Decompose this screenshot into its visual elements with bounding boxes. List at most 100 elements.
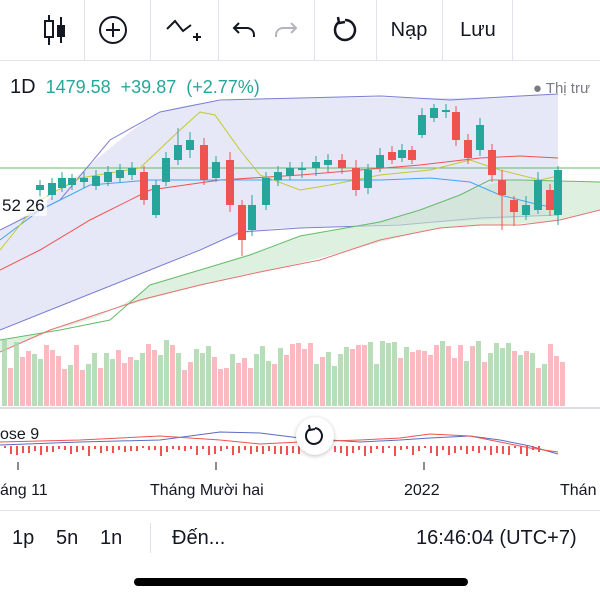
clock-timezone[interactable]: 16:46:04 (UTC+7) xyxy=(416,527,577,549)
histogram-bar xyxy=(244,446,246,450)
volume-bar xyxy=(500,348,505,406)
histogram-bar xyxy=(88,446,90,456)
volume-bar xyxy=(512,351,517,406)
time-axis[interactable]: áng 11 Tháng Mười hai 2022 Thán xyxy=(0,472,600,508)
goto-date-button[interactable]: Đến... xyxy=(172,527,226,549)
volume-bar xyxy=(92,353,97,406)
histogram-bar xyxy=(142,446,144,448)
interval-label[interactable]: 1D xyxy=(10,76,36,98)
volume-bar xyxy=(554,356,559,406)
volume-bar xyxy=(488,353,493,406)
volume-bar xyxy=(14,342,19,406)
histogram-bar xyxy=(166,446,168,452)
bollinger-upper-line xyxy=(0,93,559,231)
histogram-bar xyxy=(34,446,36,451)
histogram-bar xyxy=(370,446,372,453)
price-chart[interactable] xyxy=(0,62,600,508)
undo-button[interactable] xyxy=(224,0,264,60)
volume-bar xyxy=(128,357,133,406)
candle-body xyxy=(338,160,346,168)
top-toolbar: Nạp Lưu xyxy=(0,0,600,61)
volume-bar xyxy=(434,345,439,406)
volume-bar xyxy=(290,344,295,406)
volume-bar xyxy=(548,344,553,406)
volume-bar xyxy=(68,365,73,406)
histogram-bar xyxy=(496,446,498,453)
volume-bar xyxy=(326,352,331,406)
candle-body xyxy=(442,110,450,112)
volume-bar xyxy=(410,352,415,406)
oscillator-red-line xyxy=(0,433,559,453)
candle-body xyxy=(324,160,332,165)
candle-body xyxy=(200,145,208,180)
histogram-bar xyxy=(466,446,468,454)
candle-body xyxy=(48,183,56,195)
volume-bar xyxy=(38,359,43,406)
last-price: 1479.58 xyxy=(45,77,111,97)
save-button[interactable]: Lưu xyxy=(460,18,496,41)
volume-bar xyxy=(188,362,193,406)
histogram-bar xyxy=(118,446,120,450)
volume-bar xyxy=(56,356,61,406)
x-tick-label: áng 11 xyxy=(0,482,48,499)
candle-body xyxy=(388,152,396,160)
interval-1p-button[interactable]: 1p xyxy=(12,527,35,549)
volume-bar xyxy=(218,369,223,406)
home-indicator xyxy=(134,578,468,586)
volume-bar xyxy=(404,347,409,406)
candle-body xyxy=(398,150,406,158)
redo-button[interactable] xyxy=(266,0,306,60)
histogram-bar xyxy=(358,446,360,450)
indicators-button[interactable] xyxy=(154,0,214,60)
histogram-bar xyxy=(148,446,150,450)
histogram-bar xyxy=(28,446,30,453)
oscillator-label[interactable]: ose 9 xyxy=(0,426,40,443)
volume-bar xyxy=(530,353,535,406)
volume-bar xyxy=(476,341,481,406)
histogram-bar xyxy=(532,446,534,450)
volume-bar xyxy=(26,351,31,406)
histogram-bar xyxy=(58,446,60,449)
candle-body xyxy=(186,140,194,150)
volume-bar xyxy=(380,341,385,406)
add-symbol-button[interactable] xyxy=(88,0,138,60)
histogram-bar xyxy=(100,446,102,453)
candle-body xyxy=(262,178,270,205)
histogram-bar xyxy=(538,446,540,452)
histogram-bar xyxy=(490,446,492,455)
volume-bar xyxy=(86,364,91,406)
volume-bar xyxy=(80,370,85,406)
volume-bar xyxy=(8,368,13,406)
histogram-bar xyxy=(424,446,426,448)
histogram-bar xyxy=(472,446,474,451)
histogram-bar xyxy=(40,446,42,455)
volume-bar xyxy=(284,355,289,406)
histogram-bar xyxy=(4,446,6,448)
candle-body xyxy=(128,168,136,175)
interval-5n-button[interactable]: 5n xyxy=(56,527,79,549)
replay-button[interactable] xyxy=(296,417,334,455)
candle-body xyxy=(476,125,484,150)
candle-body xyxy=(376,155,384,168)
volume-bar xyxy=(248,368,253,406)
candles-chart-type-button[interactable] xyxy=(30,0,80,60)
indicator-legend[interactable]: ● Thị trư xyxy=(532,80,590,97)
candle-body xyxy=(298,168,306,170)
x-tick-label: 2022 xyxy=(404,482,440,499)
bollinger-band-fill xyxy=(0,94,558,330)
histogram-bar xyxy=(112,446,114,453)
volume-bar xyxy=(140,353,145,406)
volume-bars xyxy=(2,340,565,406)
reset-chart-button[interactable] xyxy=(320,0,370,60)
candle-body xyxy=(162,158,170,182)
candle-body xyxy=(212,162,220,178)
volume-bar xyxy=(254,354,259,406)
volume-bar xyxy=(428,355,433,406)
candle-body xyxy=(80,178,88,182)
volume-bar xyxy=(158,355,163,406)
candlestick-icon xyxy=(44,15,65,45)
load-button[interactable]: Nạp xyxy=(390,18,428,41)
volume-bar xyxy=(338,354,343,406)
interval-1n-button[interactable]: 1n xyxy=(100,527,123,549)
histogram-bar xyxy=(154,446,156,450)
